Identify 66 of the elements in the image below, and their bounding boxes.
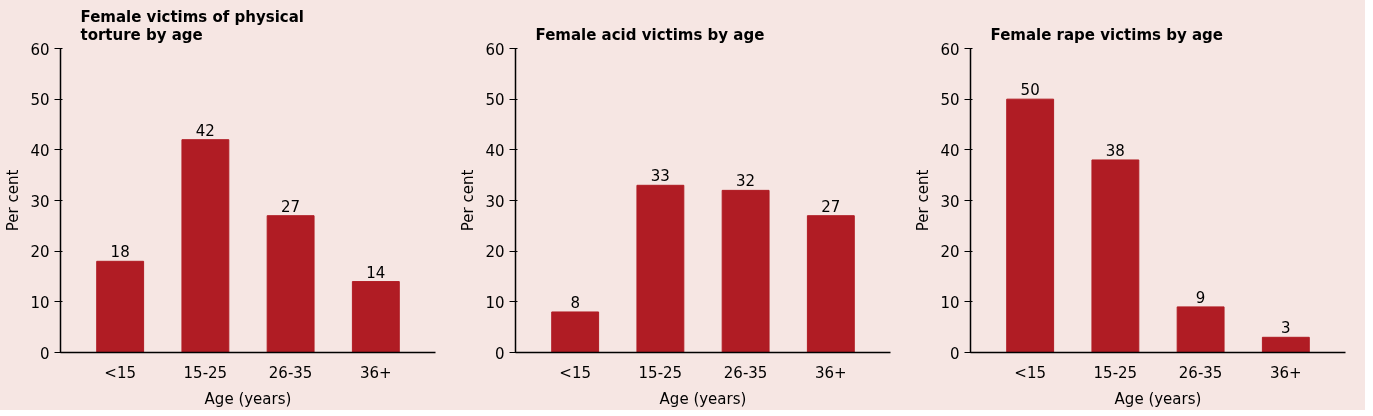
y-tick-label: 50 (485, 91, 505, 110)
y-tick-label: 40 (30, 141, 50, 160)
bar (1176, 306, 1225, 353)
chart-title: Female victims of physical torture by age (80, 7, 304, 44)
y-tick-label: 60 (485, 40, 505, 59)
data-label: 42 (195, 121, 215, 140)
data-label: 27 (821, 197, 841, 216)
x-tick-label: 36+ (360, 363, 392, 382)
y-tick-label: 0 (39, 344, 50, 363)
y-tick-label: 20 (30, 243, 50, 262)
y-axis-title: Per cent (4, 169, 23, 232)
bar (96, 260, 145, 353)
data-label: 27 (281, 197, 301, 216)
data-label: 14 (366, 263, 386, 282)
y-tick-label: 0 (494, 344, 505, 363)
x-tick-label: <15 (1014, 363, 1046, 382)
x-tick-label: 15-25 (1093, 363, 1138, 382)
y-tick-label: 30 (485, 192, 505, 211)
y-tick-label: 30 (940, 192, 960, 211)
x-tick-label: 36+ (1270, 363, 1302, 382)
y-tick-label: 60 (30, 40, 50, 59)
x-tick-label: <15 (104, 363, 136, 382)
data-label: 33 (650, 167, 670, 186)
bar (806, 215, 855, 353)
x-tick-label: 15-25 (638, 363, 683, 382)
y-tick-label: 50 (940, 91, 960, 110)
bar (1091, 159, 1140, 353)
data-label: 9 (1195, 288, 1206, 307)
x-axis-title: Age (years) (204, 389, 292, 408)
y-tick-label: 30 (30, 192, 50, 211)
y-axis-title: Per cent (459, 169, 478, 232)
x-tick-label: 26-35 (1178, 363, 1223, 382)
y-tick-label: 20 (485, 243, 505, 262)
y-tick-label: 10 (940, 293, 960, 312)
y-tick-label: 20 (940, 243, 960, 262)
chart-title: Female rape victims by age (990, 25, 1223, 44)
x-axis-title: Age (years) (659, 389, 747, 408)
data-label: 3 (1281, 319, 1291, 338)
bar (266, 215, 315, 353)
x-axis-title: Age (years) (1114, 389, 1202, 408)
x-tick-label: <15 (559, 363, 591, 382)
bar (1006, 98, 1055, 353)
x-tick-label: 26-35 (723, 363, 768, 382)
bar (721, 189, 770, 353)
chart-title: Female acid victims by age (535, 25, 765, 44)
bar (351, 281, 400, 353)
y-tick-label: 10 (30, 293, 50, 312)
data-label: 50 (1020, 81, 1040, 100)
y-axis-title: Per cent (914, 169, 933, 232)
bar (1261, 336, 1310, 353)
x-tick-label: 15-25 (183, 363, 228, 382)
data-label: 18 (110, 243, 130, 262)
y-tick-label: 40 (485, 141, 505, 160)
y-tick-label: 50 (30, 91, 50, 110)
bar (636, 184, 685, 353)
data-label: 32 (736, 172, 756, 191)
data-label: 8 (570, 293, 580, 312)
x-tick-label: 26-35 (268, 363, 313, 382)
x-tick-label: 36+ (815, 363, 847, 382)
bar (551, 311, 600, 353)
y-tick-label: 10 (485, 293, 505, 312)
y-tick-label: 0 (949, 344, 960, 363)
bar (181, 139, 230, 353)
y-tick-label: 40 (940, 141, 960, 160)
y-tick-label: 60 (940, 40, 960, 59)
data-label: 38 (1105, 141, 1125, 160)
